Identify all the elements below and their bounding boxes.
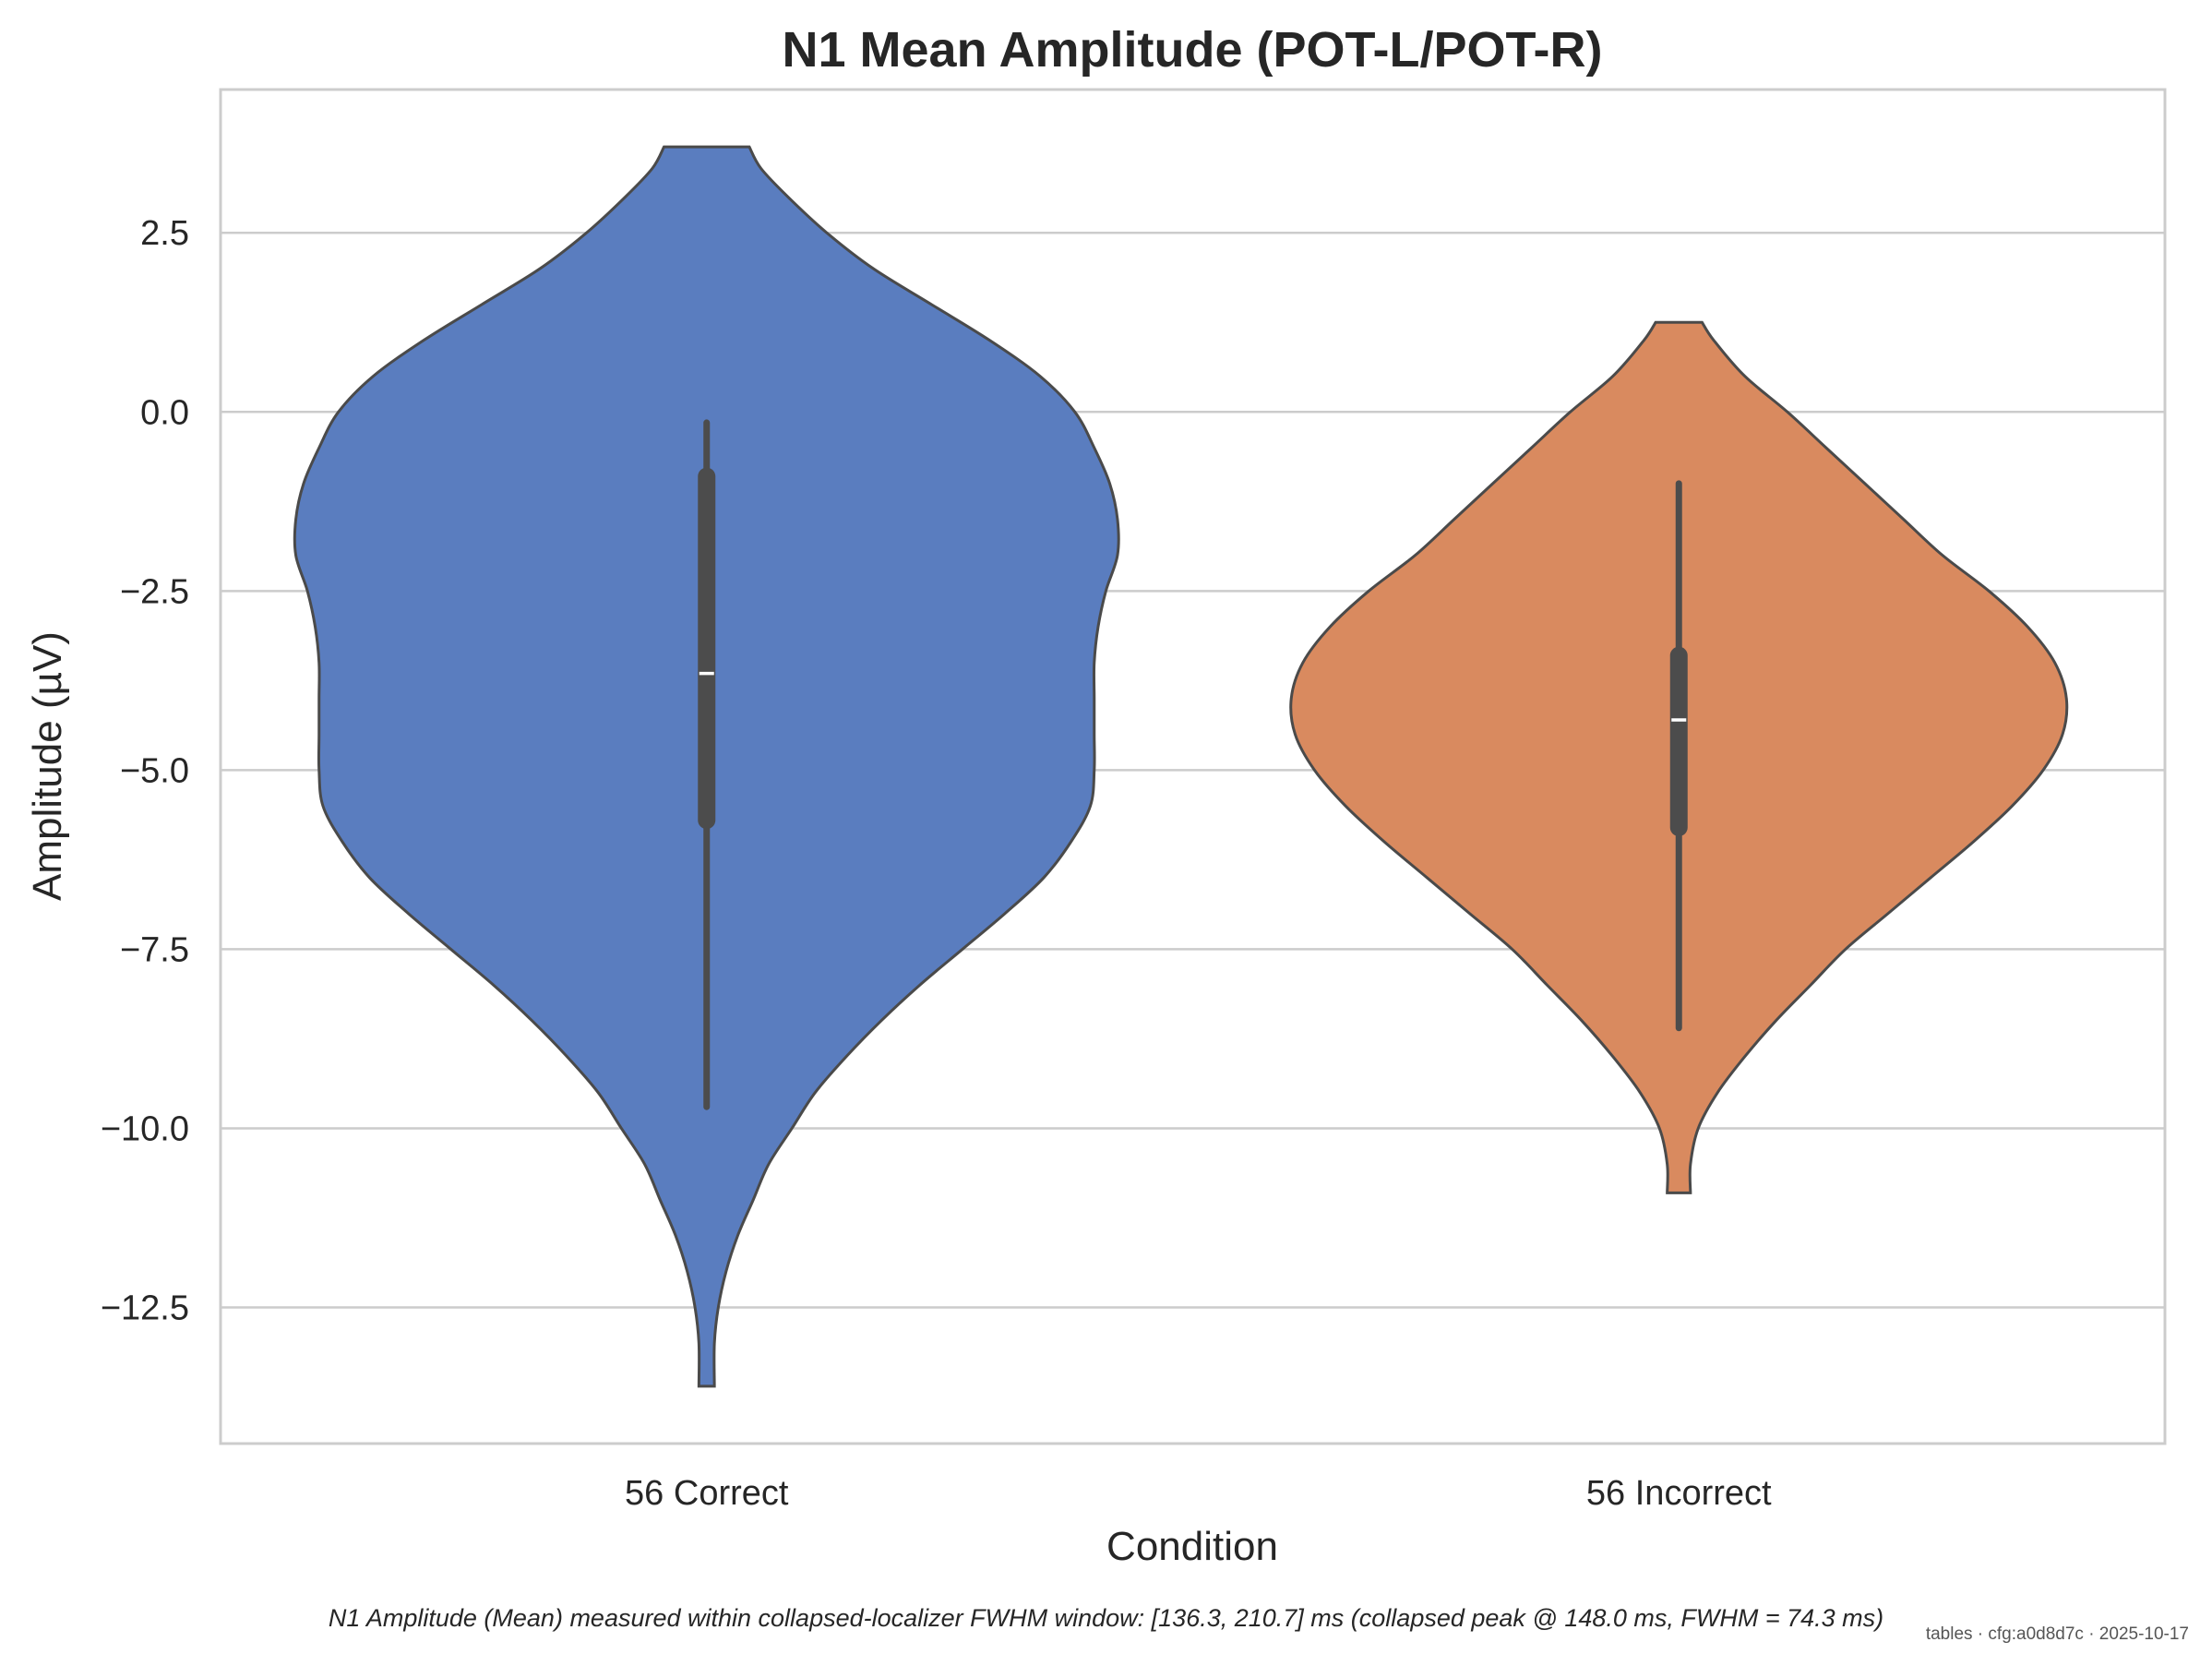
y-tick-label: 2.5 [140, 214, 189, 253]
y-tick-label: −5.0 [120, 751, 189, 790]
violins [293, 145, 2069, 1388]
figure-caption: N1 Amplitude (Mean) measured within coll… [328, 1604, 1884, 1632]
y-tick-label: −2.5 [120, 572, 189, 611]
y-tick-label: −7.5 [120, 930, 189, 969]
x-tick-label: 56 Correct [625, 1474, 789, 1513]
y-axis-label: Amplitude (µV) [25, 631, 70, 901]
y-tick-label: −10.0 [101, 1109, 189, 1148]
chart-title: N1 Mean Amplitude (POT-L/POT-R) [782, 22, 1602, 78]
plot-frame [219, 88, 2167, 1445]
build-stamp: tables · cfg:a0d8d7c · 2025-10-17 [1925, 1624, 2189, 1644]
x-axis-ticks: 56 Correct 56 Incorrect [625, 1474, 1772, 1513]
y-axis-ticks: 2.5 0.0 −2.5 −5.0 −7.5 −10.0 −12.5 [101, 214, 189, 1327]
y-tick-label: −12.5 [101, 1289, 189, 1328]
y-tick-label: 0.0 [140, 393, 189, 432]
x-tick-label: 56 Incorrect [1586, 1474, 1772, 1513]
x-axis-label: Condition [1106, 1524, 1278, 1569]
